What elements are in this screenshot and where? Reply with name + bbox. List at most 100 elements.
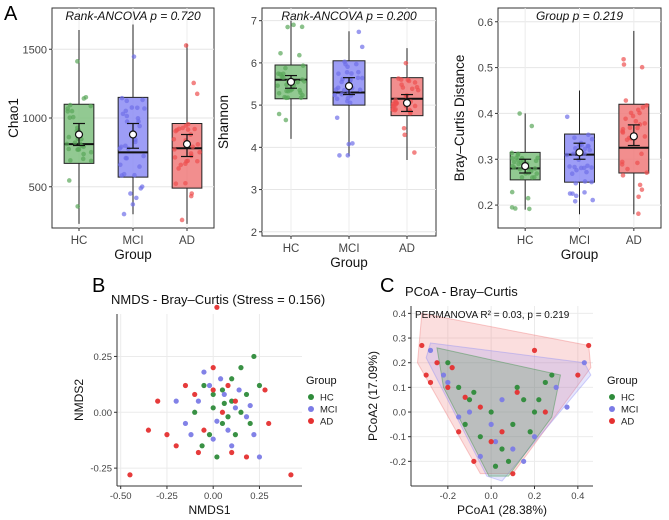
shannon-ytick-label: 6 — [251, 58, 257, 70]
shannon-data-point — [390, 107, 395, 112]
bray-data-point — [567, 164, 572, 169]
nmds-point-hc — [229, 398, 235, 404]
pcoa-point-mci — [466, 409, 473, 415]
nmds-point-ad — [266, 420, 272, 427]
bray-data-point — [529, 123, 535, 129]
chao1-data-point — [194, 91, 200, 97]
shannon-ytick-label: 4 — [251, 142, 257, 154]
pcoa-point-mci — [510, 446, 516, 452]
nmds-point-ad — [262, 387, 268, 393]
nmds-point-mci — [214, 418, 220, 424]
nmds-point-mci — [206, 382, 213, 389]
shannon-data-point — [275, 83, 280, 88]
chao1-data-point — [121, 211, 127, 217]
chao1-data-point — [191, 80, 196, 86]
nmds-xtick-label: 0.25 — [250, 491, 269, 502]
chao1-data-point — [192, 126, 197, 132]
nmds-point-mci — [229, 443, 235, 449]
bray-data-point — [584, 169, 589, 175]
bray-data-point — [572, 164, 577, 170]
bray-data-point — [573, 193, 579, 199]
chao1-data-point — [80, 156, 86, 162]
bray-data-point — [590, 197, 596, 203]
pcoa-point-ad — [462, 394, 468, 400]
pcoa-scatter: -0.2 0.0 0.2 0.4 -0.2 -0.1 0.0 0.1 0.2 0.3 0.4 PCoA… — [366, 284, 638, 517]
braycurtis-boxplot: 0.2 0.3 0.4 0.5 0.6 HC MCI AD Group Bray–Curtis D… — [452, 7, 662, 262]
pcoa-point-hc — [536, 397, 542, 403]
chao1-data-point — [176, 166, 181, 171]
nmds-legend-swatch-mci — [308, 406, 314, 412]
pcoa-legend-swatch-ad — [609, 418, 615, 424]
shannon-data-point — [342, 59, 347, 65]
bray-xtick-label: HC — [517, 235, 534, 247]
shannon-data-point — [402, 132, 407, 138]
nmds-point-ad — [214, 304, 220, 310]
bray-data-point — [637, 182, 643, 188]
nmds-point-ad — [164, 432, 170, 438]
nmds-point-ad — [232, 398, 238, 404]
shannon-data-point — [412, 103, 418, 109]
chao1-data-point — [123, 155, 129, 161]
bray-data-point — [642, 121, 648, 126]
nmds-point-mci — [221, 391, 227, 398]
shannon-data-point — [334, 115, 340, 121]
pcoa-point-mci — [477, 453, 483, 460]
shannon-boxplot: 2 3 4 5 6 7 HC MCI AD Group Shannon Rank-ANCOVA p =… — [216, 7, 437, 270]
shannon-box-hc — [274, 20, 308, 139]
chao1-data-point — [68, 158, 73, 163]
panel-label-b: B — [92, 275, 105, 297]
bray-data-point — [636, 194, 641, 200]
pcoa-point-mci — [564, 404, 570, 410]
pcoa-legend-title: Group — [607, 375, 638, 387]
pcoa-annotation: PERMANOVA R² = 0.03, p = 0.219 — [415, 310, 570, 321]
bray-data-point — [640, 105, 646, 110]
chao1-xtick-label: HC — [71, 235, 88, 247]
pcoa-point-ad — [419, 342, 425, 349]
bray-data-point — [636, 211, 641, 217]
nmds-xtick-label: -0.25 — [156, 491, 178, 502]
bray-data-point — [621, 62, 627, 67]
shannon-data-point — [297, 87, 302, 93]
chao1-chart-title: Rank-ANCOVA p = 0.720 — [65, 9, 201, 23]
chao1-data-point — [67, 102, 73, 108]
bray-xtick-label: MCI — [569, 235, 590, 247]
pcoa-xtick-label: 0.2 — [528, 491, 541, 502]
shannon-data-point — [393, 102, 399, 107]
shannon-box-mci — [332, 29, 366, 158]
bray-data-point — [517, 111, 522, 116]
pcoa-legend-label-mci: MCI — [621, 405, 638, 416]
chao1-data-point — [124, 98, 130, 104]
bray-data-point — [639, 151, 644, 157]
bray-data-point — [532, 166, 538, 171]
bray-data-point — [516, 161, 521, 167]
shannon-data-point — [291, 22, 296, 28]
pcoa-point-hc — [514, 384, 520, 390]
shannon-data-point — [334, 96, 340, 102]
shannon-data-point — [345, 153, 351, 158]
shannon-data-point — [359, 75, 365, 81]
nmds-point-hc — [251, 353, 257, 360]
pcoa-point-hc — [462, 421, 468, 427]
bray-data-point — [589, 136, 595, 142]
bray-data-point — [572, 198, 578, 204]
pcoa-point-hc — [471, 389, 477, 395]
chao1-data-point — [137, 123, 142, 129]
chao1-ytick-label: 1000 — [23, 113, 47, 125]
bray-mean-marker — [629, 132, 638, 141]
shannon-data-point — [332, 92, 337, 98]
pcoa-point-ad — [586, 342, 592, 349]
pcoa-xtick-label: 0.4 — [571, 491, 584, 502]
pcoa-ytick-label: 0.4 — [393, 309, 406, 320]
pcoa-legend-label-hc: HC — [621, 393, 635, 404]
pcoa-point-ad — [423, 372, 429, 378]
nmds-point-mci — [173, 398, 179, 404]
chao1-data-point — [188, 151, 194, 156]
nmds-point-ad — [155, 398, 161, 404]
shannon-data-point — [353, 61, 359, 67]
bray-data-point — [586, 143, 591, 149]
pcoa-xtick-label: -0.2 — [440, 491, 456, 502]
bray-data-point — [623, 116, 628, 122]
bray-data-point — [644, 103, 649, 108]
panel-label-c: C — [380, 275, 394, 297]
bray-data-point — [633, 119, 639, 124]
